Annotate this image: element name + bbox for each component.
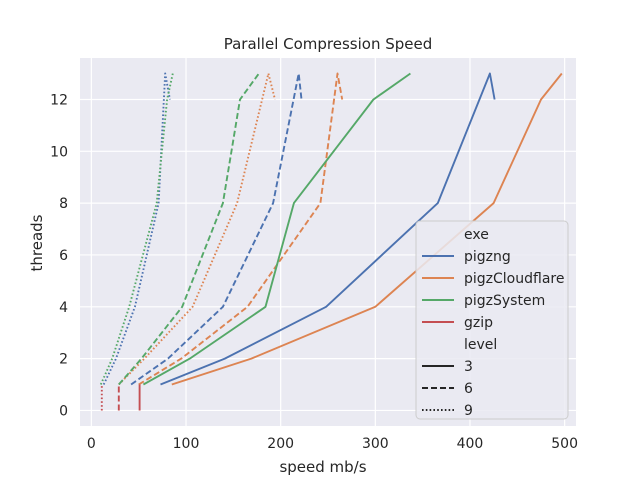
legend-label-level-3: 3 <box>464 359 473 375</box>
series-lines <box>99 72 563 411</box>
legend-label-pigzcloudflare: pigzCloudflare <box>464 271 564 287</box>
series-line-pigzsystem-level-9 <box>99 73 174 385</box>
x-tick-label: 300 <box>362 436 389 452</box>
y-tick-label: 0 <box>59 403 68 419</box>
y-tick-label: 6 <box>59 248 68 264</box>
series-line-pigzng-level-6 <box>130 72 303 386</box>
series-line-pigzng-level-3 <box>160 72 496 386</box>
y-tick-label: 2 <box>59 352 68 368</box>
y-tick-label: 10 <box>50 144 68 160</box>
legend: exe pigzng pigzCloudflare pigzSystem gzip lev… <box>415 220 569 420</box>
tick-labels: 0 100 200 300 400 500 0 2 4 6 8 10 12 <box>50 92 578 452</box>
y-tick-label: 8 <box>59 196 68 212</box>
x-tick-label: 100 <box>173 436 200 452</box>
legend-label-level-9: 9 <box>464 403 473 419</box>
series-line-pigzng-level-9 <box>102 72 171 385</box>
legend-box <box>415 220 569 420</box>
legend-style-title: level <box>464 337 497 353</box>
legend-label-pigzng: pigzng <box>464 249 511 265</box>
legend-hue-title: exe <box>464 227 489 243</box>
y-tick-label: 12 <box>50 92 68 108</box>
chart-title: Parallel Compression Speed <box>224 35 433 53</box>
y-axis-label: threads <box>28 214 46 271</box>
y-tick-label: 4 <box>59 300 68 316</box>
x-tick-label: 0 <box>87 436 96 452</box>
series-line-pigzsystem-level-3 <box>142 72 411 386</box>
legend-label-gzip: gzip <box>464 315 493 331</box>
series-line-pigzcloudflare-level-9 <box>118 72 276 386</box>
series-line-pigzsystem-level-6 <box>118 72 260 386</box>
x-tick-label: 400 <box>457 436 484 452</box>
legend-label-pigzsystem: pigzSystem <box>464 293 545 309</box>
x-tick-label: 200 <box>267 436 294 452</box>
series-line-pigzcloudflare-level-6 <box>138 72 344 386</box>
x-axis-label: speed mb/s <box>279 458 366 476</box>
legend-label-level-6: 6 <box>464 381 473 397</box>
x-tick-label: 500 <box>551 436 578 452</box>
